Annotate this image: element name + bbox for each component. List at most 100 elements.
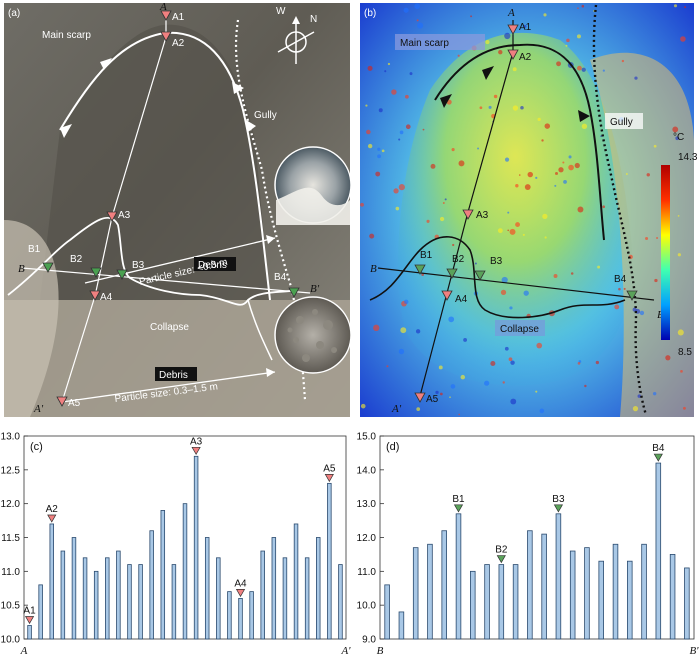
chart-c-marker-label: A2 xyxy=(46,504,59,515)
chart-c-bar xyxy=(338,564,343,640)
scale-max: 14.3 xyxy=(678,152,698,163)
chart-c-bar xyxy=(105,557,110,640)
thermal-speckle xyxy=(360,403,366,409)
chart-c-bar xyxy=(171,564,177,640)
thermal-speckle xyxy=(398,184,405,191)
photo-marker-label-B1: B1 xyxy=(28,244,41,255)
chart-c: (c) 10.0 10.5 11.0 11.5 12.0 12.5 13.0 A1 A2 A3 A4 A… xyxy=(1,432,352,657)
thermal-speckle xyxy=(675,136,680,141)
photo-main-scarp-label: Main scarp xyxy=(42,30,91,41)
thermal-speckle xyxy=(439,216,445,222)
photo-collapse-label: Collapse xyxy=(150,322,189,333)
chart-d-ytick-label: 11.0 xyxy=(357,567,376,578)
photo-marker-A5 xyxy=(56,396,68,407)
chart-c-bar xyxy=(327,482,332,640)
thermal-speckle xyxy=(523,24,527,28)
thermal-speckle xyxy=(457,54,460,57)
chart-c-bar xyxy=(304,557,310,640)
chart-d-bar xyxy=(641,543,647,640)
thermal-speckle xyxy=(558,167,564,173)
thermal-speckle xyxy=(565,44,568,47)
thermal-speckle xyxy=(398,348,405,355)
thermal-speckle xyxy=(404,299,409,305)
thermal-speckle xyxy=(450,384,456,389)
temperature-scale: °C 14.3 8.5 xyxy=(661,132,698,358)
thermal-marker-label-B1: B1 xyxy=(420,250,433,261)
chart-c-bar xyxy=(271,537,277,640)
chart-c-bar xyxy=(193,455,199,640)
chart-c-bar xyxy=(216,557,221,640)
thermal-speckle xyxy=(656,237,659,240)
thermal-main-scarp-label: Main scarp xyxy=(400,38,449,49)
thermal-speckle xyxy=(509,306,513,310)
collapse-edge xyxy=(247,299,273,361)
thermal-arrow-3 xyxy=(578,110,590,122)
chart-c-marker-label: A1 xyxy=(23,605,36,616)
chart-d-bar xyxy=(612,543,619,640)
thermal-speckle xyxy=(391,89,397,95)
chart-c-marker xyxy=(324,474,334,483)
inset-fine-detail xyxy=(276,187,350,225)
thermal-speckle xyxy=(415,329,421,334)
thermal-speckle xyxy=(369,233,375,239)
thermal-collapse-tag xyxy=(495,320,545,336)
thermal-speckle xyxy=(510,360,515,365)
thermal-speckle xyxy=(488,105,492,109)
thermal-speckle xyxy=(665,355,671,361)
thermal-speckle xyxy=(543,13,547,17)
thermal-speckle xyxy=(409,72,413,76)
chart-c-bar xyxy=(60,550,66,640)
thermal-speckle xyxy=(539,408,545,414)
thermal-speckle xyxy=(414,3,420,10)
thermal-marker-A2 xyxy=(507,49,519,60)
scale-min: 8.5 xyxy=(678,347,692,358)
thermal-speckle xyxy=(680,369,683,373)
thermal-speckle xyxy=(518,174,521,176)
thermal-speckle xyxy=(584,384,587,388)
thermal-speckle xyxy=(360,202,364,207)
thermal-marker-label-B4: B4 xyxy=(614,274,627,285)
thermal-speckle xyxy=(512,105,519,111)
chart-d-xlabel-start: B xyxy=(377,645,384,657)
thermal-speckle xyxy=(684,6,687,9)
thermal-speckle xyxy=(399,130,404,135)
chart-d-bar xyxy=(512,564,519,640)
chart-d-marker xyxy=(653,453,663,462)
thermal-scarp-outline xyxy=(434,43,605,241)
thermal-speckle xyxy=(597,265,601,269)
thermal-speckle xyxy=(387,62,391,66)
chart-d-bar xyxy=(541,533,547,640)
chart-c-bar xyxy=(49,523,54,640)
thermal-marker-B3 xyxy=(474,270,486,281)
chart-d-marker-label: B3 xyxy=(552,494,565,505)
thermal-speckle xyxy=(576,65,582,71)
thermal-speckle xyxy=(463,338,467,342)
photo-marker-label-A2: A2 xyxy=(172,38,185,49)
thermal-speckle xyxy=(602,205,606,209)
thermal-marker-label-A4: A4 xyxy=(455,294,468,305)
thermal-scarp-tag xyxy=(395,34,485,50)
chart-d-marker-label: B1 xyxy=(452,494,465,505)
chart-c-bar xyxy=(182,503,188,640)
compass-w-label: W xyxy=(276,6,286,17)
chart-c-bar xyxy=(93,570,99,640)
scarp-arrow-1 xyxy=(100,58,112,70)
thermal-gully-tag xyxy=(605,113,643,129)
thermal-speckle xyxy=(405,94,409,99)
thermal-speckle xyxy=(502,381,505,384)
thermal-speckle xyxy=(493,94,498,99)
chart-c-marker-label: A3 xyxy=(190,436,203,447)
chart-c-bar xyxy=(282,557,288,640)
thermal-marker-label-A5: A5 xyxy=(426,394,439,405)
chart-c-ytick-label: 13.0 xyxy=(1,432,21,443)
photo-gully-label: Gully xyxy=(254,110,277,121)
thermal-panel: Main scarp Gully Collapse (b) A A' A1 A2 A3 A… xyxy=(360,3,694,417)
thermal-speckle xyxy=(367,143,373,149)
thermal-speckle xyxy=(490,360,496,367)
thermal-speckle xyxy=(421,273,425,276)
photo-panel: N W (a) Main scarp Gully Collapse Debris… xyxy=(4,1,352,417)
thermal-speckle xyxy=(645,237,649,241)
thermal-marker-A5 xyxy=(414,392,426,403)
thermal-speckle xyxy=(458,413,461,416)
thermal-speckle xyxy=(512,67,517,72)
